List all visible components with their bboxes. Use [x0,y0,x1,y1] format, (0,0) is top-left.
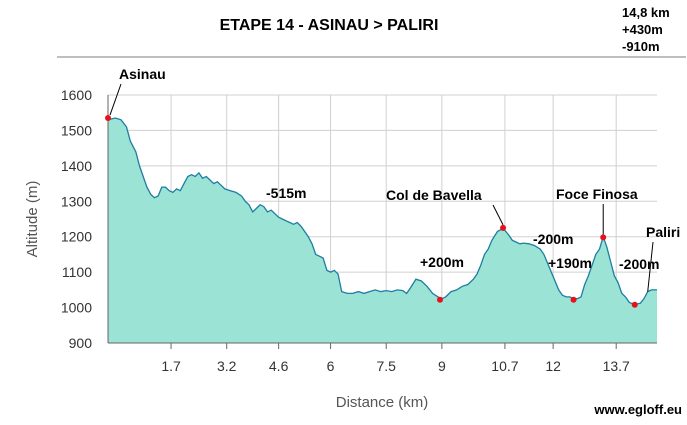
paliri-pointer [647,241,654,292]
y-tick-label: 1400 [61,158,92,174]
waypoint-marker [436,296,443,303]
y-tick-label: 900 [69,335,93,351]
annotation-ascent-1: +200m [420,254,464,270]
x-tick-label: 9 [438,358,446,374]
x-tick-label: 13.7 [603,358,630,374]
waypoint-markers [105,83,654,308]
y-axis-label: Altitude (m) [24,181,41,258]
y-tick-label: 1000 [61,300,92,316]
x-tick-label: 3.2 [217,358,237,374]
annotation-ascent-2: +190m [548,255,592,271]
annotation-descent-2: -200m [533,231,573,247]
stat-descent: -910m [622,39,660,54]
label-col-de-bavella: Col de Bavella [386,187,482,203]
chart-title: ETAPE 14 - ASINAU > PALIRI [220,17,439,34]
label-paliri: Paliri [646,224,680,240]
bavella-pointer [492,204,504,226]
label-asinau: Asinau [119,66,166,82]
y-tick-label: 1100 [62,264,92,280]
annotation-descent-3: -200m [619,256,659,272]
y-axis-ticks: 900 1000 1100 1200 1300 1400 1500 1600 [61,87,92,351]
x-tick-label: 4.6 [269,358,289,374]
x-tick-label: 10.7 [491,358,518,374]
label-foce-finosa: Foce Finosa [556,186,638,202]
x-tick-label: 6 [327,358,335,374]
waypoint-marker [631,301,638,308]
waypoint-marker [105,115,111,122]
waypoint-marker [500,224,507,231]
credit-link[interactable]: www.egloff.eu [593,402,682,417]
x-tick-label: 7.5 [376,358,396,374]
x-tick-label: 1.7 [161,358,181,374]
waypoint-marker [600,234,607,241]
x-tick-label: 12 [545,358,561,374]
y-tick-label: 1300 [61,193,92,209]
x-axis-label: Distance (km) [336,394,429,411]
stat-ascent: +430m [622,22,663,37]
y-tick-label: 1200 [61,229,92,245]
y-tick-label: 1500 [61,122,92,138]
annotation-descent-1: -515m [266,185,306,201]
waypoint-marker [570,296,577,303]
elevation-area [108,118,657,343]
x-axis-ticks: 1.7 3.2 4.6 6 7.5 9 10.7 12 13.7 [161,343,630,374]
y-tick-label: 1600 [61,87,92,103]
stat-distance: 14,8 km [622,5,670,20]
asinau-pointer [109,83,122,116]
